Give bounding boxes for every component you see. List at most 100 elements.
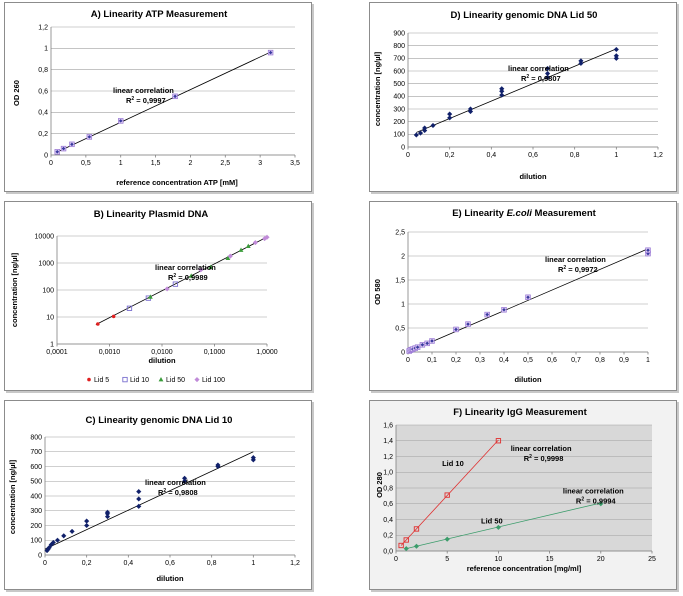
- x-axis-label-d: dilution: [519, 172, 546, 181]
- trendline-d: [416, 48, 617, 133]
- data-point-a-0-1: [60, 145, 67, 152]
- y-tick-label-b-4: 10000: [35, 233, 55, 240]
- x-tick-label-f-1: 5: [445, 556, 449, 563]
- data-point-b-3-5: [264, 234, 270, 240]
- data-point-c-0-15: [136, 488, 142, 495]
- x-tick-label-d-6: 1,2: [653, 152, 663, 159]
- x-tick-label-a-4: 2: [188, 160, 192, 167]
- y-tick-label-d-3: 300: [393, 106, 405, 113]
- data-point-e-0-10: [465, 321, 471, 327]
- chart-panel-f: 0,0 0,2 0,4 0,6 0,8 1,0 1,2 1,4 1,6 0 5 10 15 20 25 F) …: [369, 400, 677, 590]
- y-tick-label-e-1: 0,5: [395, 325, 405, 332]
- y-tick-label-f-8: 1,6: [383, 422, 393, 429]
- annotation-c-value: = 0,9808: [166, 488, 198, 497]
- annotation-a-line1: linear correlation: [113, 86, 174, 95]
- y-tick-label-d-9: 900: [393, 30, 405, 37]
- chart-title-part-e-0: E) Linearity: [452, 208, 506, 219]
- x-tick-label-c-0: 0: [43, 560, 47, 567]
- y-tick-label-b-1: 10: [46, 314, 54, 321]
- x-tick-label-f-3: 15: [546, 556, 554, 563]
- y-axis-label-a: OD 260: [12, 80, 21, 106]
- legend-marker-b-3: [194, 376, 200, 383]
- y-tick-label-b-0: 1: [50, 341, 54, 348]
- annotation-b-line2: R2 = 0,9989: [168, 273, 208, 282]
- y-tick-label-d-0: 0: [401, 144, 405, 151]
- data-point-f-0-4: [495, 438, 502, 444]
- x-tick-label-f-5: 25: [648, 556, 656, 563]
- y-axis-label-f: OD 280: [375, 472, 384, 498]
- chart-svg-c: 0 100 200 300 400 500 600 700 800 0 0,2 0,4 0,6 0,8 1 1…: [8, 415, 300, 583]
- data-point-d-0-19: [613, 46, 619, 53]
- annotation-b-line1: linear correlation: [155, 263, 216, 272]
- y-tick-label-c-5: 500: [30, 479, 42, 486]
- chart-title-b: B) Linearity Plasmid DNA: [94, 209, 209, 220]
- data-point-d-0-3: [422, 125, 428, 131]
- x-tick-label-e-8: 0,8: [595, 357, 605, 364]
- annotation-f-0-sup: 2: [529, 454, 532, 460]
- x-tick-label-c-6: 1,2: [290, 560, 300, 567]
- data-point-f-0-1: [403, 537, 409, 543]
- x-axis-label-e: dilution: [514, 375, 541, 384]
- y-tick-label-d-4: 400: [393, 94, 405, 101]
- annotation-e-line1: linear correlation: [545, 255, 606, 264]
- annotation-f-1-sup: 2: [581, 497, 584, 503]
- x-tick-label-e-1: 0,1: [427, 357, 437, 364]
- chart-panel-b: 1 10 100 1000 10000 0,0001 0,0010 0,0100 0,1000 1…: [4, 201, 312, 391]
- data-point-c-0-21: [250, 455, 256, 461]
- y-tick-label-a-1: 0,2: [38, 131, 48, 138]
- annotation-e-r: R: [558, 265, 564, 274]
- data-point-d-0-1: [417, 130, 424, 136]
- annotation-d-line1: linear correlation: [508, 64, 569, 73]
- y-axis-label-e: OD 580: [373, 279, 382, 305]
- y-tick-label-d-7: 700: [393, 56, 405, 63]
- data-point-c-0-9: [84, 518, 90, 524]
- annotation-d-line2: R2 = 0,9807: [521, 74, 561, 83]
- data-point-e-0-15: [645, 247, 651, 253]
- x-tick-label-e-3: 0,3: [475, 357, 485, 364]
- data-point-d-0-13: [544, 70, 551, 77]
- data-point-d-0-12: [544, 74, 551, 80]
- x-tick-label-a-3: 1,5: [151, 160, 161, 167]
- y-axis-label-d: concentration [ng/µl]: [373, 51, 382, 126]
- chart-title-a: A) Linearity ATP Measurement: [91, 9, 228, 20]
- data-point-c-0-16: [181, 478, 188, 484]
- data-point-b-3-3: [252, 239, 258, 246]
- x-tick-label-f-0: 0: [394, 556, 398, 563]
- data-point-a-0-3: [86, 134, 93, 140]
- chart-title-part-e-1: E.coli: [507, 208, 533, 219]
- data-point-b-3-2: [227, 253, 233, 259]
- y-tick-label-f-7: 1,4: [383, 438, 393, 445]
- x-tick-label-b-4: 1,0000: [256, 349, 278, 356]
- annotation-f-0-value: = 0,9998: [532, 454, 564, 463]
- data-point-b-2-1: [188, 273, 194, 278]
- y-tick-label-b-2: 100: [42, 287, 54, 294]
- y-tick-label-c-2: 200: [30, 523, 42, 530]
- data-point-b-2-5: [245, 243, 251, 248]
- annotation-a-line2: R2 = 0,9997: [126, 96, 166, 105]
- data-point-d-0-18: [613, 53, 619, 59]
- data-point-c-0-8: [84, 522, 90, 529]
- data-point-f-1-0: [403, 546, 409, 552]
- y-tick-label-f-4: 0,8: [383, 485, 393, 492]
- chart-panel-e: 0 0,5 1 1,5 2 2,5 0 0,1 0,2 0,3 0,4 0,5 0,6 0,7 0,8 0,9…: [369, 201, 677, 391]
- data-point-e-0-5: [414, 344, 421, 350]
- data-point-a-0-4: [118, 118, 124, 124]
- data-point-b-1-0: [126, 305, 133, 311]
- chart-svg-a: 0 0,2 0,4 0,6 0,8 1 1,2 0 0,5 1 1,5 2 2,5 3 3,5 A) Line…: [12, 9, 300, 187]
- chart-title-e: E) Linearity E.coli Measurement: [452, 208, 596, 219]
- data-point-e-0-12: [501, 307, 507, 313]
- annotation-a-sup: 2: [131, 96, 134, 102]
- y-tick-label-c-7: 700: [30, 449, 42, 456]
- data-point-d-0-14: [544, 65, 551, 72]
- chart-title-f: F) Linearity IgG Measurement: [453, 407, 587, 418]
- data-point-e-0-6: [419, 342, 426, 348]
- data-point-e-0-9: [453, 326, 459, 333]
- chart-title-c: C) Linearity genomic DNA Lid 10: [86, 415, 233, 426]
- x-tick-label-c-5: 1: [251, 560, 255, 567]
- data-point-b-2-2: [208, 264, 214, 269]
- annotation-c-line1: linear correlation: [145, 478, 206, 487]
- chart-panel-d: 0 100 200 300 400 500 600 700 800 900 0 0,2 0,4 0,6 0,…: [369, 2, 677, 192]
- data-point-c-0-2: [46, 545, 52, 551]
- y-tick-label-d-2: 200: [393, 119, 405, 126]
- data-point-d-0-11: [499, 86, 505, 92]
